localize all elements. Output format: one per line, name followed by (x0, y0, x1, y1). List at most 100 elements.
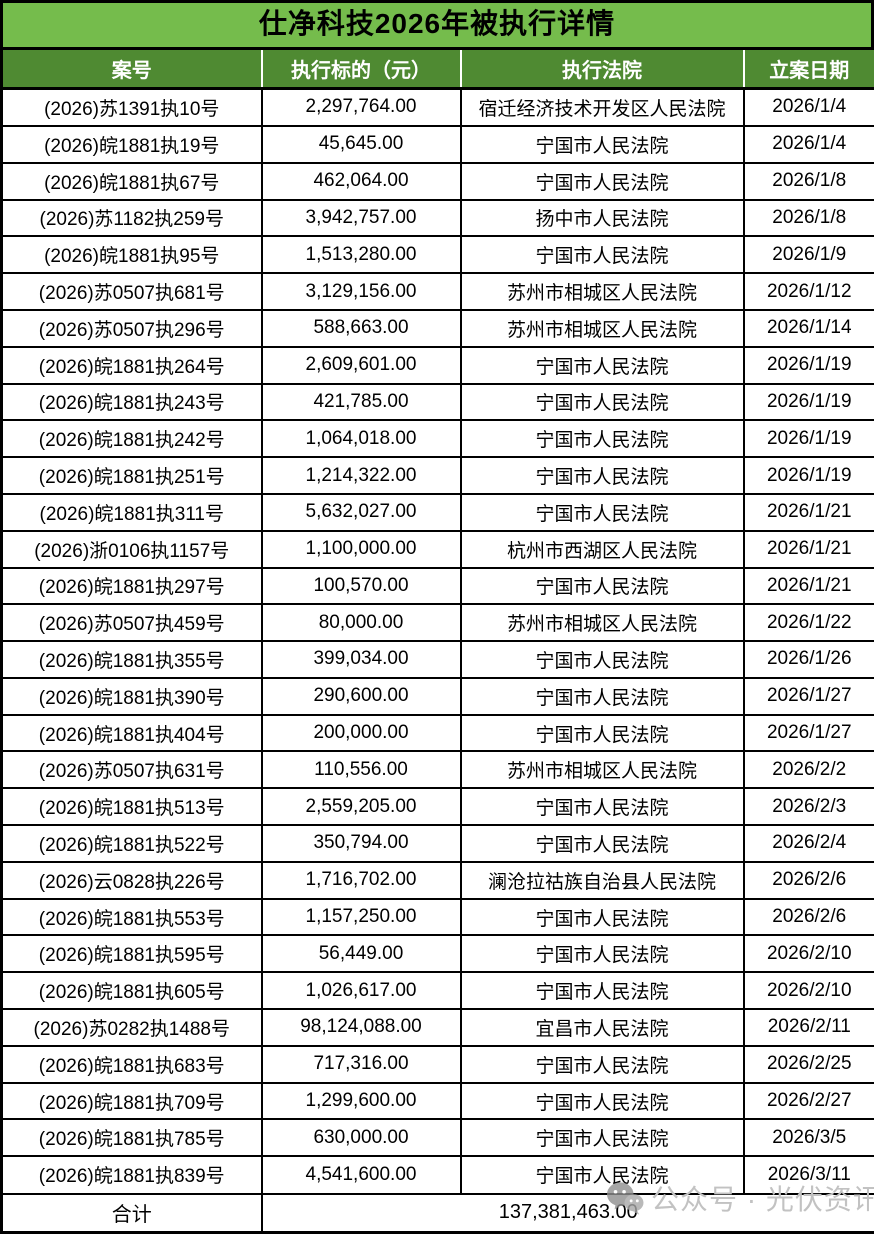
court-cell: 宁国市人民法院 (459, 161, 745, 201)
case-number-cell: (2026)皖1881执683号 (0, 1044, 263, 1084)
amount-cell: 421,785.00 (260, 382, 462, 422)
amount-cell: 80,000.00 (260, 603, 462, 643)
court-cell: 宁国市人民法院 (459, 345, 745, 385)
amount-cell: 56,449.00 (260, 934, 462, 974)
filing-date-cell: 2026/1/19 (742, 382, 874, 422)
filing-date-cell: 2026/2/2 (742, 750, 874, 790)
court-cell: 宁国市人民法院 (459, 566, 745, 606)
table-row: (2026)皖1881执605号 1,026,617.00 宁国市人民法院 20… (0, 971, 874, 1011)
case-number-cell: (2026)苏1182执259号 (0, 198, 263, 238)
table-row: (2026)皖1881执709号 1,299,600.00 宁国市人民法院 20… (0, 1081, 874, 1121)
table-row: (2026)皖1881执243号 421,785.00 宁国市人民法院 2026… (0, 382, 874, 422)
total-label: 合计 (0, 1192, 263, 1234)
table-row: (2026)皖1881执95号 1,513,280.00 宁国市人民法院 202… (0, 235, 874, 275)
filing-date-cell: 2026/3/11 (742, 1155, 874, 1195)
table-row: (2026)皖1881执19号 45,645.00 宁国市人民法院 2026/1… (0, 124, 874, 164)
amount-cell: 1,513,280.00 (260, 235, 462, 275)
court-cell: 宁国市人民法院 (459, 824, 745, 863)
table-row: (2026)皖1881执390号 290,600.00 宁国市人民法院 2026… (0, 676, 874, 716)
court-cell: 苏州市相城区人民法院 (459, 272, 745, 311)
table-row: (2026)皖1881执595号 56,449.00 宁国市人民法院 2026/… (0, 934, 874, 974)
case-number-cell: (2026)皖1881执264号 (0, 345, 263, 385)
filing-date-cell: 2026/2/25 (742, 1044, 874, 1084)
filing-date-cell: 2026/2/10 (742, 934, 874, 974)
court-cell: 宁国市人民法院 (459, 1044, 745, 1084)
amount-cell: 1,299,600.00 (260, 1081, 462, 1121)
case-number-cell: (2026)云0828执226号 (0, 860, 263, 900)
case-number-cell: (2026)皖1881执553号 (0, 897, 263, 937)
filing-date-cell: 2026/1/19 (742, 419, 874, 459)
filing-date-cell: 2026/1/14 (742, 308, 874, 348)
court-cell: 宁国市人民法院 (459, 640, 745, 679)
court-cell: 宁国市人民法院 (459, 713, 745, 753)
filing-date-cell: 2026/1/21 (742, 566, 874, 606)
court-cell: 杭州市西湖区人民法院 (459, 529, 745, 569)
court-cell: 宁国市人民法院 (459, 235, 745, 275)
total-value: 137,381,463.00 (260, 1192, 874, 1234)
court-cell: 澜沧拉祜族自治县人民法院 (459, 860, 745, 900)
case-number-cell: (2026)浙0106执1157号 (0, 529, 263, 569)
table-row: (2026)皖1881执311号 5,632,027.00 宁国市人民法院 20… (0, 492, 874, 532)
table-row: (2026)皖1881执297号 100,570.00 宁国市人民法院 2026… (0, 566, 874, 606)
table-row: (2026)皖1881执513号 2,559,205.00 宁国市人民法院 20… (0, 787, 874, 827)
filing-date-cell: 2026/1/12 (742, 272, 874, 311)
amount-cell: 1,214,322.00 (260, 456, 462, 495)
amount-cell: 2,559,205.00 (260, 787, 462, 827)
court-cell: 宁国市人民法院 (459, 1118, 745, 1158)
case-number-cell: (2026)皖1881执595号 (0, 934, 263, 974)
amount-cell: 588,663.00 (260, 308, 462, 348)
filing-date-cell: 2026/1/27 (742, 713, 874, 753)
amount-cell: 1,026,617.00 (260, 971, 462, 1011)
col-header-court: 执行法院 (459, 48, 745, 90)
table-row: (2026)苏0507执459号 80,000.00 苏州市相城区人民法院 20… (0, 603, 874, 643)
court-cell: 宁国市人民法院 (459, 456, 745, 495)
filing-date-cell: 2026/1/21 (742, 492, 874, 532)
filing-date-cell: 2026/1/8 (742, 198, 874, 238)
case-number-cell: (2026)苏0282执1488号 (0, 1008, 263, 1047)
court-cell: 苏州市相城区人民法院 (459, 603, 745, 643)
court-cell: 宁国市人民法院 (459, 382, 745, 422)
amount-cell: 3,129,156.00 (260, 272, 462, 311)
table-body: (2026)苏1391执10号 2,297,764.00 宿迁经济技术开发区人民… (0, 87, 874, 1195)
court-cell: 苏州市相城区人民法院 (459, 750, 745, 790)
table-header: 案号 执行标的（元） 执行法院 立案日期 (0, 48, 874, 90)
amount-cell: 2,609,601.00 (260, 345, 462, 385)
table-row: (2026)云0828执226号 1,716,702.00 澜沧拉祜族自治县人民… (0, 860, 874, 900)
table-row: (2026)皖1881执404号 200,000.00 宁国市人民法院 2026… (0, 713, 874, 753)
case-number-cell: (2026)苏0507执631号 (0, 750, 263, 790)
court-cell: 宁国市人民法院 (459, 419, 745, 459)
table-row: (2026)苏1391执10号 2,297,764.00 宿迁经济技术开发区人民… (0, 87, 874, 127)
col-header-amount: 执行标的（元） (260, 48, 462, 90)
case-number-cell: (2026)皖1881执522号 (0, 824, 263, 863)
filing-date-cell: 2026/1/22 (742, 603, 874, 643)
case-number-cell: (2026)皖1881执513号 (0, 787, 263, 827)
header-row: 案号 执行标的（元） 执行法院 立案日期 (0, 48, 874, 90)
filing-date-cell: 2026/1/4 (742, 87, 874, 127)
court-cell: 扬中市人民法院 (459, 198, 745, 238)
amount-cell: 98,124,088.00 (260, 1008, 462, 1047)
court-cell: 宁国市人民法院 (459, 787, 745, 827)
filing-date-cell: 2026/1/27 (742, 676, 874, 716)
table-row: (2026)皖1881执785号 630,000.00 宁国市人民法院 2026… (0, 1118, 874, 1158)
filing-date-cell: 2026/1/8 (742, 161, 874, 201)
filing-date-cell: 2026/2/4 (742, 824, 874, 863)
court-cell: 宁国市人民法院 (459, 934, 745, 974)
table-row: (2026)皖1881执839号 4,541,600.00 宁国市人民法院 20… (0, 1155, 874, 1195)
case-number-cell: (2026)皖1881执19号 (0, 124, 263, 164)
total-row: 合计 137,381,463.00 (0, 1192, 874, 1234)
amount-cell: 462,064.00 (260, 161, 462, 201)
case-number-cell: (2026)苏0507执459号 (0, 603, 263, 643)
filing-date-cell: 2026/2/27 (742, 1081, 874, 1121)
table-footer: 合计 137,381,463.00 (0, 1192, 874, 1234)
table-row: (2026)苏0507执296号 588,663.00 苏州市相城区人民法院 2… (0, 308, 874, 348)
table-row: (2026)皖1881执355号 399,034.00 宁国市人民法院 2026… (0, 640, 874, 679)
case-number-cell: (2026)皖1881执67号 (0, 161, 263, 201)
table-row: (2026)皖1881执242号 1,064,018.00 宁国市人民法院 20… (0, 419, 874, 459)
case-number-cell: (2026)苏0507执681号 (0, 272, 263, 311)
table-row: (2026)皖1881执67号 462,064.00 宁国市人民法院 2026/… (0, 161, 874, 201)
case-number-cell: (2026)苏1391执10号 (0, 87, 263, 127)
case-number-cell: (2026)皖1881执785号 (0, 1118, 263, 1158)
amount-cell: 1,100,000.00 (260, 529, 462, 569)
court-cell: 宁国市人民法院 (459, 1155, 745, 1195)
court-cell: 宁国市人民法院 (459, 676, 745, 716)
